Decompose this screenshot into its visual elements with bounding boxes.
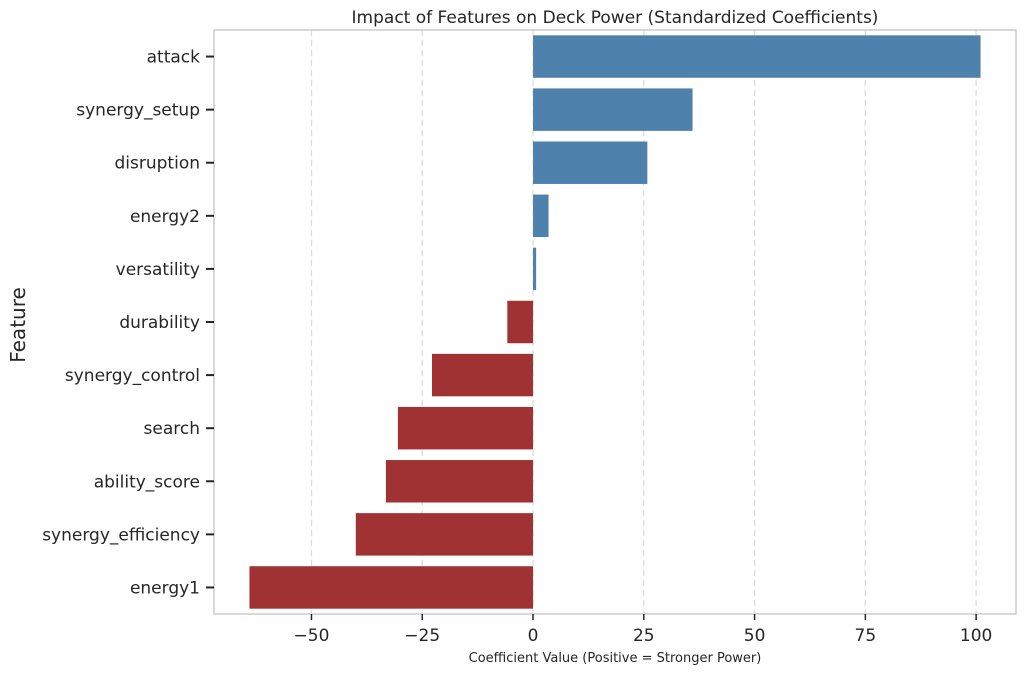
y-tick-label: search [144, 419, 200, 439]
bar-durability [507, 300, 534, 344]
x-tick-label: 50 [744, 626, 766, 646]
chart-title: Impact of Features on Deck Power (Standa… [352, 8, 879, 28]
y-tick-label: versatility [116, 260, 200, 280]
bar-synergy_efficiency [355, 513, 534, 556]
y-tick-label: durability [119, 313, 200, 333]
x-axis-ticks: −50 −25 0 25 50 75 100 [294, 614, 992, 646]
y-tick-label: synergy_control [65, 366, 200, 386]
x-tick-label: −50 [294, 626, 330, 646]
y-tick-label: attack [147, 48, 201, 68]
y-tick-label: synergy_setup [76, 101, 200, 121]
bar-energy1 [249, 566, 534, 609]
y-tick-label: ability_score [94, 472, 200, 492]
y-axis-ticks: attack synergy_setup disruption energy2 vers… [42, 48, 214, 598]
y-tick-label: energy1 [130, 578, 200, 598]
bar-energy2 [533, 194, 549, 238]
x-tick-label: 0 [528, 626, 539, 646]
x-tick-label: 75 [855, 626, 877, 646]
bar-synergy_setup [533, 88, 693, 131]
x-tick-label: 25 [633, 626, 655, 646]
bars [249, 35, 981, 609]
y-tick-label: disruption [115, 154, 201, 174]
y-axis-title: Feature [6, 287, 30, 363]
bar-versatility [533, 247, 537, 291]
x-tick-label: −25 [404, 626, 440, 646]
bar-synergy_control [432, 353, 534, 397]
bar-disruption [533, 141, 648, 184]
bar-attack [533, 35, 981, 78]
x-axis-title: Coefficient Value (Positive = Stronger P… [469, 651, 762, 666]
bar-ability_score [385, 460, 534, 503]
bar-search [397, 406, 534, 450]
y-tick-label: synergy_efficiency [42, 525, 200, 545]
x-tick-label: 100 [960, 626, 992, 646]
y-tick-label: energy2 [130, 207, 200, 227]
